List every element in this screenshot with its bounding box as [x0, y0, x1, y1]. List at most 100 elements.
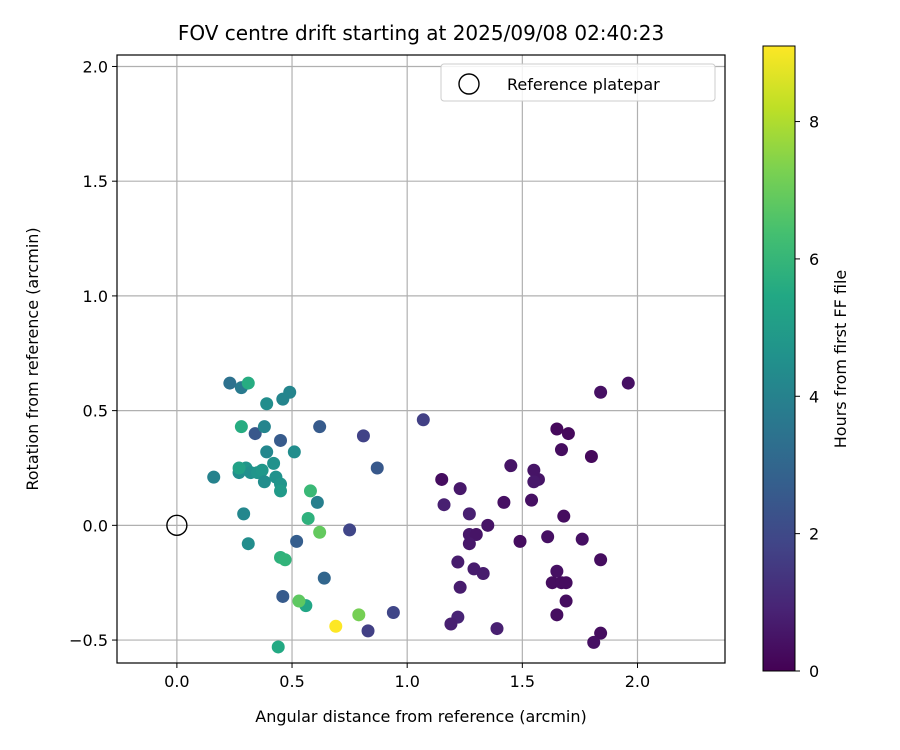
- scatter-point: [343, 523, 357, 537]
- scatter-point: [257, 475, 271, 489]
- x-axis-label: Angular distance from reference (arcmin): [255, 707, 586, 726]
- scatter-point: [313, 420, 327, 434]
- scatter-point: [550, 608, 564, 622]
- scatter-point: [587, 635, 601, 649]
- scatter-point: [545, 576, 559, 590]
- chart-title: FOV centre drift starting at 2025/09/08 …: [178, 21, 664, 45]
- scatter-point: [370, 461, 384, 475]
- scatter-point: [550, 422, 564, 436]
- scatter-point: [462, 537, 476, 551]
- reference-marker: [166, 514, 188, 537]
- legend-label: Reference platepar: [507, 75, 660, 94]
- scatter-point: [594, 553, 608, 567]
- scatter-point: [453, 482, 467, 496]
- grid: [117, 55, 725, 663]
- x-axis-ticks: 0.0 0.5 1.0 1.5 2.0: [164, 663, 650, 691]
- x-tick-label: 1.5: [510, 672, 535, 691]
- legend: Reference platepar: [440, 63, 716, 102]
- scatter-point: [257, 420, 271, 434]
- scatter-point: [248, 427, 262, 441]
- x-tick-label: 0.5: [279, 672, 304, 691]
- scatter-point: [575, 532, 589, 546]
- scatter-point: [278, 553, 292, 567]
- scatter-point: [207, 470, 221, 484]
- scatter-point: [352, 608, 366, 622]
- scatter-point: [237, 507, 251, 521]
- y-tick-label: 0.5: [83, 402, 108, 421]
- scatter-point: [361, 624, 375, 638]
- data-points: [207, 376, 635, 654]
- y-tick-label: 1.0: [83, 287, 108, 306]
- scatter-point: [451, 555, 465, 569]
- scatter-point: [525, 493, 539, 507]
- scatter-point: [241, 376, 255, 390]
- scatter-point: [594, 385, 608, 399]
- colorbar-ticks: 0 2 4 6 8: [795, 113, 819, 681]
- scatter-point: [469, 528, 483, 542]
- scatter-point: [287, 445, 301, 459]
- scatter-point: [255, 463, 269, 477]
- scatter-point: [317, 571, 331, 585]
- colorbar-label: Hours from first FF file: [831, 270, 850, 449]
- scatter-point: [594, 626, 608, 640]
- colorbar-tick-label: 0: [809, 662, 819, 681]
- plot-frame: [116, 54, 726, 664]
- scatter-point: [303, 484, 317, 498]
- scatter-point: [584, 450, 598, 464]
- colorbar-tick-label: 2: [809, 525, 819, 544]
- scatter-point: [260, 397, 274, 411]
- scatter-point: [301, 511, 315, 525]
- scatter-point: [276, 589, 290, 603]
- scatter-point: [557, 509, 571, 523]
- x-tick-label: 0.0: [164, 672, 189, 691]
- scatter-point: [267, 456, 281, 470]
- scatter-point: [356, 429, 370, 443]
- x-tick-label: 2.0: [625, 672, 650, 691]
- scatter-point: [313, 525, 327, 539]
- scatter-point: [490, 622, 504, 636]
- scatter-point: [271, 640, 285, 654]
- scatter-point: [497, 495, 511, 509]
- x-tick-label: 1.0: [394, 672, 419, 691]
- scatter-point: [559, 594, 573, 608]
- reference-platepar-point: [166, 514, 188, 537]
- scatter-point: [476, 567, 490, 581]
- scatter-point: [290, 534, 304, 548]
- y-tick-label: 1.5: [83, 172, 108, 191]
- y-axis-ticks: −0.5 0.0 0.5 1.0 1.5 2.0: [69, 57, 117, 650]
- scatter-point: [234, 420, 248, 434]
- scatter-point: [437, 498, 451, 512]
- scatter-point: [435, 472, 449, 486]
- colorbar-tick-label: 8: [809, 113, 819, 132]
- y-axis-label: Rotation from reference (arcmin): [23, 227, 42, 490]
- scatter-point: [416, 413, 430, 427]
- scatter-point: [292, 594, 306, 608]
- scatter-point: [386, 606, 400, 620]
- y-tick-label: 0.0: [83, 516, 108, 535]
- scatter-point: [527, 475, 541, 489]
- scatter-point: [329, 619, 343, 633]
- scatter-point: [276, 392, 290, 406]
- scatter-point: [504, 459, 518, 473]
- legend-box: [440, 63, 716, 102]
- scatter-point: [550, 564, 564, 578]
- scatter-point: [444, 617, 458, 631]
- scatter-point: [621, 376, 635, 390]
- scatter-point: [274, 484, 288, 498]
- scatter-point: [453, 580, 467, 594]
- scatter-point: [513, 534, 527, 548]
- scatter-point: [561, 427, 575, 441]
- scatter-point: [541, 530, 555, 544]
- scatter-point: [554, 443, 568, 457]
- y-tick-label: −0.5: [69, 631, 108, 650]
- scatter-point: [274, 433, 288, 447]
- colorbar: [762, 45, 796, 672]
- legend-marker: [458, 73, 480, 95]
- scatter-point: [260, 445, 274, 459]
- scatter-point: [462, 507, 476, 521]
- scatter-point: [241, 537, 255, 551]
- colorbar-tick-label: 4: [809, 387, 819, 406]
- scatter-point: [232, 461, 246, 475]
- scatter-point: [481, 518, 495, 532]
